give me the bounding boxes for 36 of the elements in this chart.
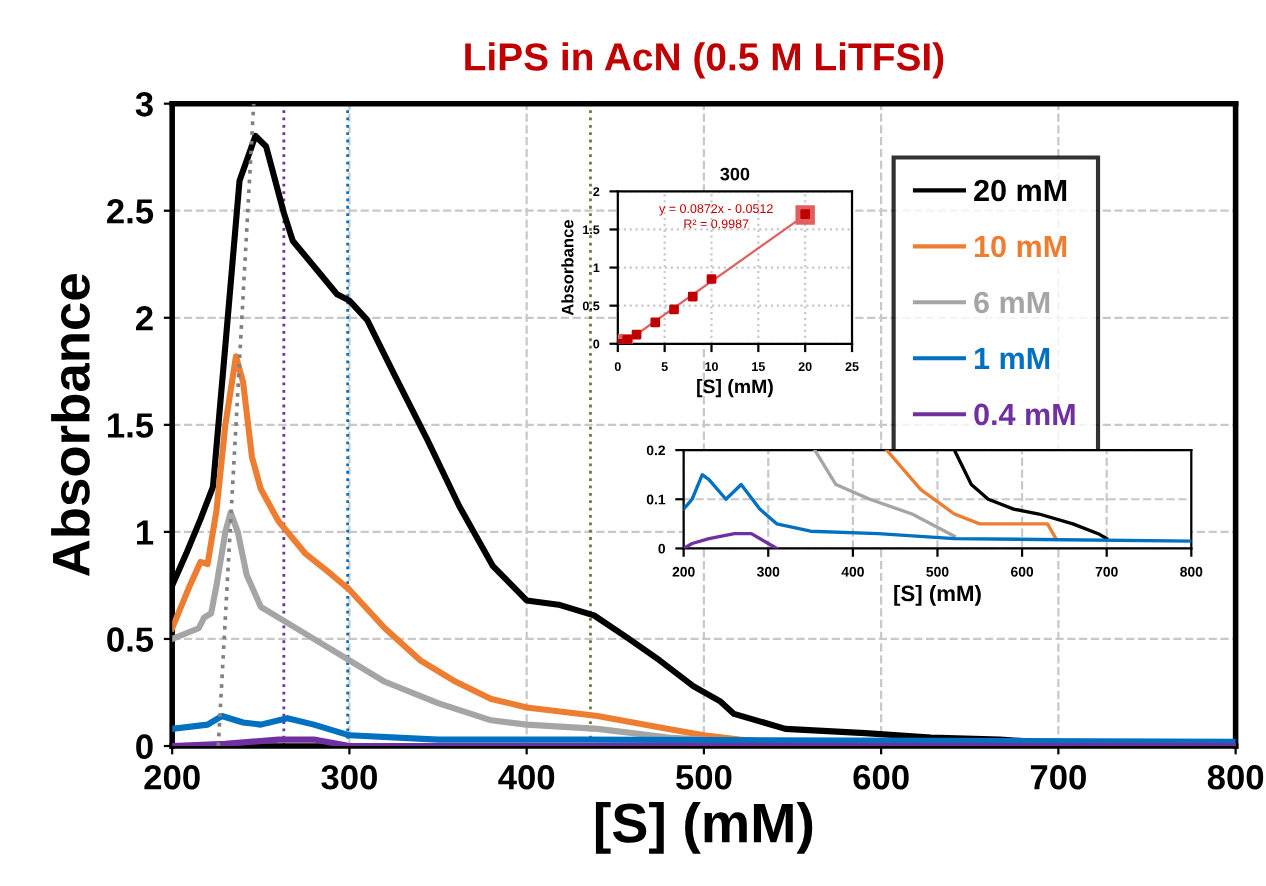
line-series (885, 450, 1058, 541)
x-tick-label: 600 (853, 764, 909, 790)
x-tick-label: 800 (1207, 764, 1264, 790)
x-tick-label: 300 (321, 764, 377, 790)
point (622, 335, 633, 344)
chart-title: 300 (720, 167, 750, 181)
y-tick-label: 0.5 (107, 627, 154, 652)
x-tick-label: 700 (1030, 764, 1086, 790)
x-axis-title: [S] (mM) (697, 379, 773, 398)
line-series (813, 450, 957, 538)
y-tick-label: 3 (135, 92, 153, 117)
y-tick-label: 1 (137, 520, 154, 545)
point (687, 291, 698, 302)
y-axis-title: Absorbance (561, 219, 574, 316)
y-tick-label: 1.5 (108, 413, 154, 438)
legend-label: 6 mM (974, 291, 1050, 314)
y-tick-label: 0 (136, 734, 153, 759)
legend-label: 1 mM (974, 347, 1050, 369)
x-tick-label: 500 (676, 764, 732, 790)
point (669, 304, 679, 315)
y-tick-label: 2 (136, 306, 153, 331)
legend-label: 10 mM (974, 235, 1067, 258)
point (706, 274, 717, 284)
y-tick-label: 2.5 (107, 199, 154, 224)
chart-title: LiPS in AcN (0.5 M LiTFSI) (465, 42, 944, 79)
line-series (683, 473, 1192, 543)
y-axis-title: Absorbance (51, 274, 90, 577)
x-tick-label: 200 (144, 764, 200, 790)
x-axis-title: [S] (mM) (894, 584, 981, 606)
legend-label: 0.4 mM (974, 403, 1075, 426)
x-axis-title: [S] (mM) (595, 801, 813, 854)
line-series (683, 532, 779, 549)
point (631, 329, 642, 340)
point (650, 317, 661, 328)
x-tick-label: 400 (498, 764, 555, 790)
legend-label: 20 mM (974, 179, 1067, 202)
